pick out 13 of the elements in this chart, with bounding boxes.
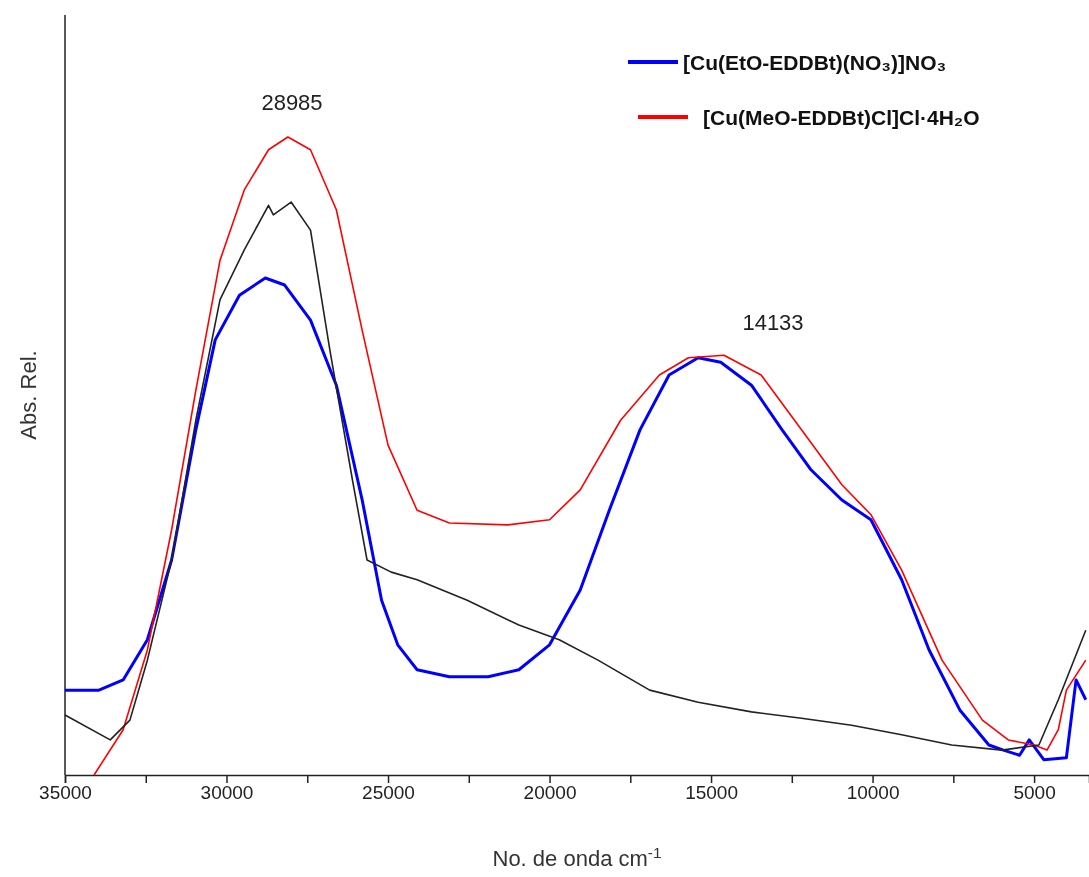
x-tick-label: 20000 bbox=[523, 782, 577, 804]
x-axis-title: No. de onda cm$^{-1}$ bbox=[492, 843, 662, 871]
x-tick-label: 35000 bbox=[39, 782, 92, 804]
y-axis-title: Abs. Rel. bbox=[16, 350, 41, 440]
text: 28985 bbox=[261, 90, 323, 115]
annotation: 14133 bbox=[742, 310, 804, 335]
x-tick-label: 30000 bbox=[200, 782, 254, 804]
legend-label: [Cu(MeO-EDDBt)Cl]Cl·4H₂O bbox=[703, 106, 980, 129]
x-tick-label: 5000 bbox=[1013, 782, 1056, 804]
x-tick-label: 15000 bbox=[685, 782, 738, 804]
x-tick-label: 10000 bbox=[846, 782, 900, 804]
legend-label: [Cu(EtO-EDDBt)(NO₃)]NO₃ bbox=[683, 51, 947, 74]
x-tick-label: 25000 bbox=[362, 782, 415, 804]
